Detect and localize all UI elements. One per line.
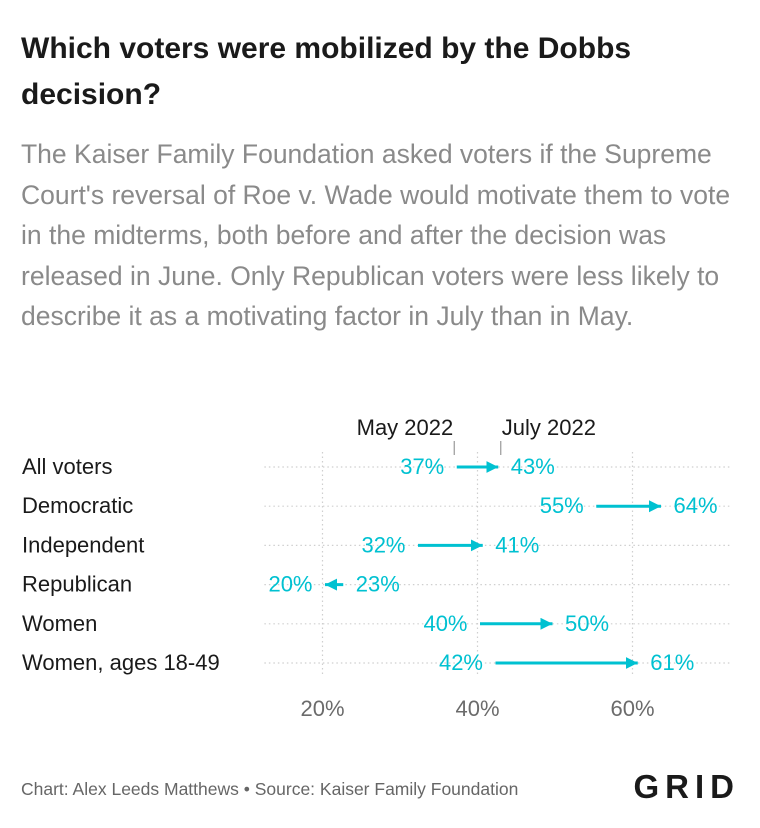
may-value-label: 55% <box>540 493 584 518</box>
legend-label: July 2022 <box>502 415 596 440</box>
may-value-label: 23% <box>356 572 400 597</box>
category-label: Women, ages 18-49 <box>22 650 220 675</box>
july-value-label: 64% <box>674 493 718 518</box>
may-value-label: 32% <box>361 532 405 557</box>
july-value-label: 20% <box>268 572 312 597</box>
may-value-label: 40% <box>423 611 467 636</box>
grid-logo: GRID <box>633 768 740 805</box>
may-value-label: 42% <box>439 650 483 675</box>
category-label: All voters <box>22 454 112 479</box>
value-labels: 37% 43% 55% 64% 32% 41% 23% 20% 40% 50% 42% 61% <box>268 454 717 675</box>
july-value-label: 43% <box>511 454 555 479</box>
category-label: Democratic <box>22 493 133 518</box>
chart-title: Which voters were mobilized by the Dobbs… <box>21 32 632 111</box>
category-label: Independent <box>22 532 144 557</box>
category-label: Republican <box>22 572 132 597</box>
chart-subtitle: The Kaiser Family Foundation asked voter… <box>21 139 731 331</box>
july-value-label: 50% <box>565 611 609 636</box>
may-value-label: 37% <box>400 454 444 479</box>
x-tick-label: 20% <box>300 696 344 721</box>
dot-arrow-chart: May 2022 July 2022 All voters Democratic In… <box>22 415 730 721</box>
legend-label: May 2022 <box>357 415 454 440</box>
july-value-label: 41% <box>495 532 539 557</box>
category-label: Women <box>22 611 97 636</box>
category-labels: All voters Democratic Independent Republica… <box>22 454 220 675</box>
x-axis-tick-labels: 20% 40% 60% <box>300 696 654 721</box>
july-value-label: 61% <box>650 650 694 675</box>
grid-lines <box>264 452 730 675</box>
change-arrows <box>325 461 661 669</box>
x-tick-label: 40% <box>455 696 499 721</box>
legend: May 2022 July 2022 <box>357 415 596 455</box>
source-credit: Chart: Alex Leeds Matthews • Source: Kai… <box>21 779 519 799</box>
x-tick-label: 60% <box>610 696 654 721</box>
